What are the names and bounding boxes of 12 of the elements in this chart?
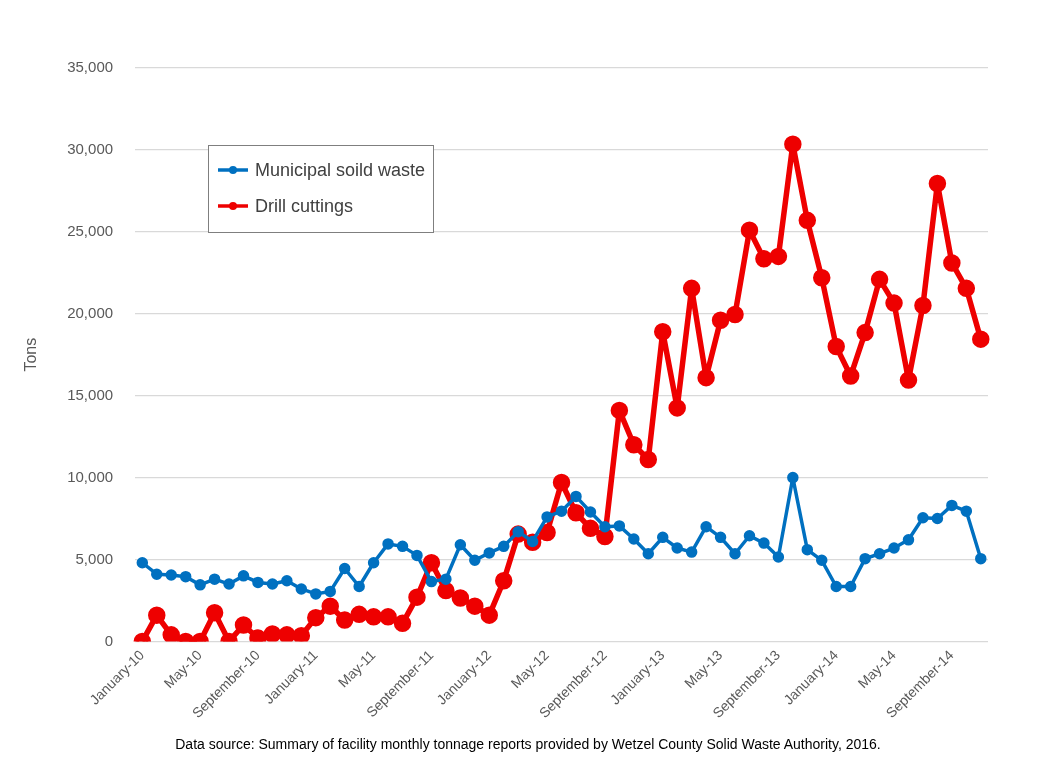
y-tick-label: 15,000 [67, 385, 114, 403]
y-tick-label: 25,000 [67, 221, 114, 239]
y-tick-label: 20,000 [67, 303, 114, 321]
y-tick-label: 30,000 [67, 140, 114, 158]
y-tick-label: 0 [104, 631, 114, 649]
legend-label: Municipal soild waste [255, 159, 426, 181]
y-axis-title: Tons [22, 337, 40, 372]
y-tick-label: 10,000 [67, 467, 114, 485]
source-note: Data source: Summary of facility monthly tonnage reports provided by Wetzel County Solid Waste Authority, 2016. [174, 736, 882, 752]
y-tick-label: 35,000 [67, 58, 114, 76]
legend-label: Drill cuttings [255, 195, 354, 217]
y-tick-label: 5,000 [75, 549, 114, 567]
